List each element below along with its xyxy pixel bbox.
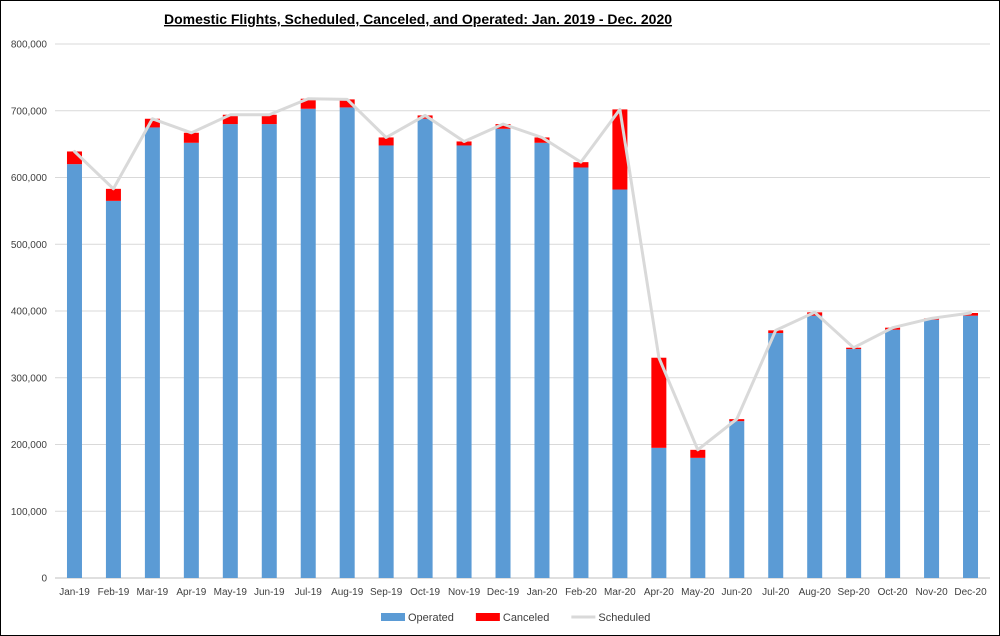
x-tick-label: May-20 — [681, 587, 715, 598]
bar-operated — [963, 316, 978, 578]
bar-operated — [379, 145, 394, 578]
bar-canceled — [106, 189, 121, 201]
bar-operated — [612, 190, 627, 578]
x-tick-label: Jun-19 — [254, 587, 285, 598]
bar-operated — [496, 129, 511, 578]
bar-operated — [573, 167, 588, 578]
bar-operated — [768, 333, 783, 578]
legend-label-canceled: Canceled — [503, 612, 549, 624]
x-tick-label: Nov-19 — [448, 587, 481, 598]
legend-label-scheduled: Scheduled — [598, 612, 650, 624]
bar-operated — [534, 143, 549, 578]
x-tick-label: Apr-20 — [644, 587, 674, 598]
legend-swatch-canceled — [476, 613, 500, 621]
bar-operated — [807, 316, 822, 578]
x-tick-label: Jun-20 — [721, 587, 752, 598]
bar-operated — [145, 127, 160, 578]
y-tick-label: 100,000 — [11, 507, 48, 518]
y-tick-label: 500,000 — [11, 240, 48, 251]
legend-swatch-operated — [381, 613, 405, 621]
x-tick-label: Apr-19 — [176, 587, 206, 598]
x-tick-label: Aug-20 — [799, 587, 832, 598]
x-tick-label: Dec-19 — [487, 587, 520, 598]
y-tick-label: 800,000 — [11, 40, 48, 51]
bar-operated — [885, 330, 900, 578]
bar-operated — [846, 349, 861, 578]
bar-operated — [690, 458, 705, 578]
x-tick-label: Sep-19 — [370, 587, 403, 598]
bar-operated — [340, 107, 355, 578]
x-tick-label: Jul-20 — [762, 587, 790, 598]
bar-operated — [729, 421, 744, 578]
y-tick-label: 600,000 — [11, 173, 48, 184]
x-tick-label: Mar-20 — [604, 587, 636, 598]
x-tick-label: Feb-20 — [565, 587, 597, 598]
bar-operated — [924, 320, 939, 578]
chart-title: Domestic Flights, Scheduled, Canceled, a… — [164, 11, 672, 27]
bar-operated — [67, 164, 82, 578]
bar-operated — [301, 109, 316, 578]
y-tick-label: 300,000 — [11, 373, 48, 384]
y-tick-label: 0 — [41, 574, 47, 585]
x-tick-label: Nov-20 — [915, 587, 948, 598]
bar-operated — [418, 119, 433, 578]
x-tick-label: Mar-19 — [137, 587, 169, 598]
bar-operated — [262, 124, 277, 578]
bar-operated — [651, 448, 666, 578]
y-tick-label: 400,000 — [11, 307, 48, 318]
scheduled-line — [75, 99, 971, 450]
x-tick-label: Jul-19 — [295, 587, 323, 598]
bar-operated — [106, 201, 121, 578]
x-tick-label: Oct-20 — [878, 587, 908, 598]
scheduled-line-layer — [75, 99, 971, 450]
x-tick-label: Aug-19 — [331, 587, 364, 598]
x-tick-label: Jan-19 — [59, 587, 90, 598]
x-tick-label: Dec-20 — [954, 587, 987, 598]
bar-operated — [223, 124, 238, 578]
bar-operated — [457, 145, 472, 578]
y-tick-label: 700,000 — [11, 106, 48, 117]
x-tick-label: Oct-19 — [410, 587, 440, 598]
legend: Operated Canceled Scheduled — [381, 612, 650, 624]
x-tick-label: Sep-20 — [838, 587, 871, 598]
y-tick-label: 200,000 — [11, 440, 48, 451]
x-tick-label: Jan-20 — [527, 587, 558, 598]
legend-label-operated: Operated — [408, 612, 454, 624]
x-tick-label: Feb-19 — [98, 587, 130, 598]
bar-operated — [184, 143, 199, 578]
y-axis: 0 100,000 200,000 300,000 400,000 500,000 600,… — [11, 40, 48, 585]
x-axis: Jan-19 Feb-19 Mar-19 Apr-19 May-19 Jun-19 Jul-… — [59, 587, 987, 598]
x-tick-label: May-19 — [214, 587, 248, 598]
